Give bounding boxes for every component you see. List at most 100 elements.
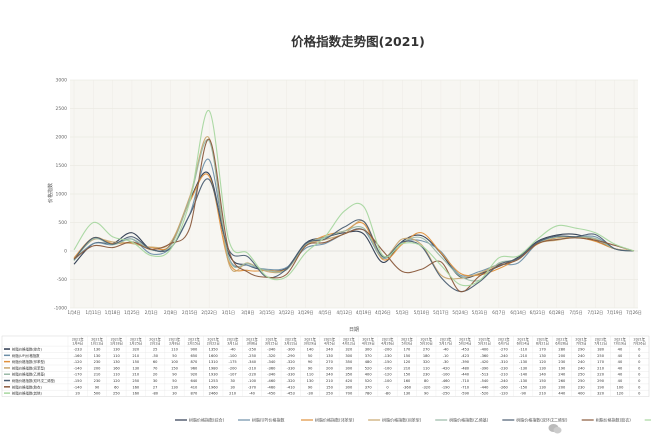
table-cell: -130 [383,354,392,358]
table-cell: 300 [345,354,353,358]
table-cell: 50 [172,379,177,383]
wechat-icon [548,424,562,434]
table-cell: 0 [638,354,641,358]
table-header: 3月29日 [304,342,317,346]
table-cell: -100 [442,373,451,377]
table-cell: 130 [403,392,411,396]
table-cell: 480 [365,360,373,364]
table-row-label: 树脂价格指数(间苯型) [12,365,46,370]
table-cell: 870 [190,392,198,396]
table-cell: 130 [113,360,121,364]
table-cell: 27 [153,385,158,389]
y-tick-label: 2000 [56,135,68,141]
table-cell: 70 [153,366,158,370]
table-header: 2021年 [382,336,394,341]
table-header: 7月5日 [576,342,587,346]
table-cell: -230 [500,366,509,370]
table-cell: -250 [248,354,257,358]
y-axis-ticks: 3000 2500 2000 1500 1000 500 0 -500 -1000 [54,78,67,312]
table-cell: -440 [480,385,489,389]
table-cell: -30 [307,392,314,396]
table-header: 2月15日 [187,342,200,346]
x-tick-label: 4月5日 [318,310,331,315]
table-row-label: 树脂价格指数(综合) [12,346,42,351]
table-cell: -150 [519,385,528,389]
table-cell: -410 [287,385,296,389]
table-cell: -360 [267,366,276,370]
table-cell: 40 [618,347,623,351]
table-cell: 500 [94,392,102,396]
table-cell: 40 [618,366,623,370]
table-cell: -233 [74,347,82,351]
table-header: 5月10日 [420,342,433,346]
table-cell: 40 [618,373,623,377]
table-header: 3月8日 [247,342,258,346]
table-cell: -320 [287,379,296,383]
table-cell: 0 [386,385,389,389]
table-cell: 150 [171,366,179,370]
table-cell: 780 [365,392,373,396]
table-row-label: 树脂价格指数(其他) [12,391,42,396]
table-cell: -80 [385,392,392,396]
table-cell: -300 [287,347,296,351]
table-cell: 320 [132,347,140,351]
table-cell: -340 [267,373,276,377]
table-cell: 520 [365,379,373,383]
table-cell: -40 [249,392,256,396]
table-header: 4月12日 [342,342,355,346]
table-header: 2021年 [479,336,491,341]
table-cell: -100 [229,354,238,358]
table-cell: 400 [578,392,586,396]
y-tick-label: 0 [64,249,67,255]
table-cell: 130 [539,366,547,370]
table-cell: -120 [74,360,83,364]
table-cell: 520 [365,366,373,370]
table-header: 7月26日 [633,342,646,346]
table-cell: 130 [326,354,334,358]
table-cell: 130 [171,385,179,389]
table-cell: -210 [519,354,528,358]
table-row-label: 树脂价格指数(乙烯基) [12,372,46,377]
table-cell: -260 [500,385,509,389]
table-cell: 920 [190,373,198,377]
series-line [73,138,635,293]
table-row-label: 树脂价格指数(双环戊二烯型) [12,378,56,383]
table-cell: -460 [442,379,451,383]
table-cell: -453 [287,392,295,396]
table-cell: 170 [539,347,547,351]
x-tick-label: 5月10日 [414,310,430,315]
table-cell: 210 [229,392,237,396]
table-cell: 30 [153,379,158,383]
table-cell: -110 [519,347,528,351]
table-cell: 320 [423,360,431,364]
table-header: 7月12日 [594,342,607,346]
table-cell: -120 [383,373,392,377]
table-header: 1月25日 [129,342,142,346]
table-cell: 1310 [209,360,219,364]
table-cell: 30 [230,385,235,389]
table-cell: 210 [94,373,102,377]
x-tick-label: 5月3日 [396,310,409,315]
table-cell: 20 [75,392,80,396]
table-cell: 80 [424,379,429,383]
table-cell: 210 [132,373,140,377]
table-cell: -40 [230,347,237,351]
series-lines [73,110,635,293]
table-row-swatch [4,348,10,350]
x-tick-label: 7月12日 [588,310,604,315]
table-header: 1月4日 [72,342,83,346]
table-cell: 230 [558,360,566,364]
table-header: 2021年 [556,336,568,341]
table-header: 2021年 [130,336,142,341]
table-cell: 160 [113,366,121,370]
y-tick-label: 2500 [56,106,68,112]
table-cell: 230 [94,379,102,383]
table-cell: 400 [365,373,373,377]
table-header: 2021年 [266,336,278,341]
table-header: 2021年 [517,336,529,341]
table-cell: 1600 [209,354,219,358]
table-cell: 240 [578,366,586,370]
table-cell: 150 [132,360,140,364]
table-cell: 210 [326,379,334,383]
x-tick-label: 5月17日 [433,310,449,315]
